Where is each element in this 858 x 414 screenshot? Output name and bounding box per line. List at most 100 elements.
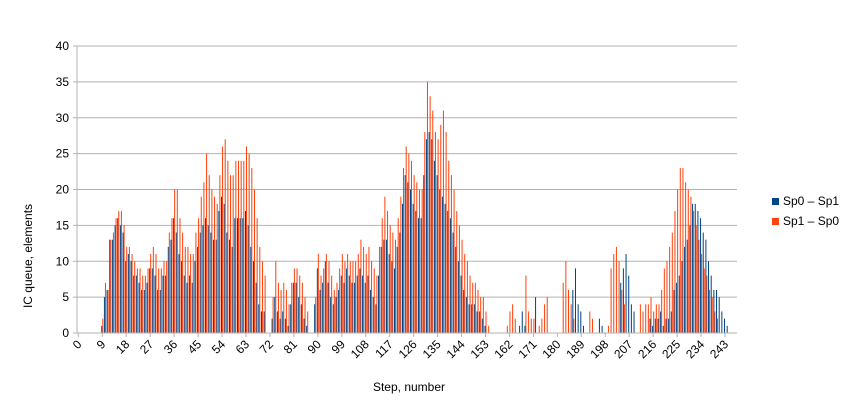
bar-series-1 bbox=[535, 297, 537, 333]
bar-series-1 bbox=[721, 311, 723, 333]
x-tick-label: 9 bbox=[94, 337, 109, 352]
x-tick-label: 45 bbox=[185, 337, 205, 357]
bar-series-2 bbox=[426, 81, 428, 333]
bar-series-2 bbox=[347, 254, 349, 333]
bar-series-1 bbox=[186, 282, 188, 333]
bar-series-1 bbox=[409, 189, 411, 333]
bar-series-2 bbox=[275, 261, 277, 333]
x-tick-label: 216 bbox=[635, 337, 659, 361]
bar-series-1 bbox=[175, 232, 177, 333]
bar-series-2 bbox=[365, 254, 367, 333]
bar-series-1 bbox=[295, 282, 297, 333]
bar-series-1 bbox=[364, 282, 366, 333]
x-tick-label: 81 bbox=[281, 337, 301, 357]
bar-series-1 bbox=[114, 225, 116, 333]
bar-series-2 bbox=[360, 239, 362, 333]
bar-series-2 bbox=[203, 182, 205, 333]
bar-series-1 bbox=[197, 246, 199, 333]
bar-series-2 bbox=[171, 218, 173, 333]
bar-series-1 bbox=[662, 325, 664, 333]
bar-series-1 bbox=[215, 239, 217, 333]
bar-series-2 bbox=[126, 246, 128, 333]
bar-series-2 bbox=[690, 196, 692, 333]
bar-series-1 bbox=[630, 304, 632, 333]
bar-series-2 bbox=[695, 225, 697, 333]
bar-series-1 bbox=[162, 275, 164, 333]
bar-series-2 bbox=[230, 175, 232, 333]
bar-series-1 bbox=[399, 232, 401, 333]
bar-series-2 bbox=[714, 311, 716, 333]
bar-series-2 bbox=[450, 175, 452, 333]
bar-series-2 bbox=[506, 325, 508, 333]
bar-series-2 bbox=[248, 153, 250, 333]
bar-series-1 bbox=[625, 254, 627, 333]
bar-series-2 bbox=[661, 289, 663, 333]
bar-series-1 bbox=[202, 225, 204, 333]
x-tick-label: 135 bbox=[420, 337, 444, 361]
y-tick-label: 0 bbox=[62, 326, 69, 340]
x-tick-label: 234 bbox=[683, 337, 707, 361]
x-tick-label: 108 bbox=[348, 337, 372, 361]
bar-series-1 bbox=[428, 132, 430, 333]
bar-series-2 bbox=[410, 160, 413, 333]
bar-series-1 bbox=[170, 239, 172, 333]
bar-series-2 bbox=[198, 218, 200, 333]
bar-series-2 bbox=[176, 189, 178, 333]
grid-lines bbox=[77, 45, 737, 298]
bar-series-1 bbox=[665, 318, 667, 333]
bar-series-2 bbox=[261, 261, 263, 333]
bar-series-1 bbox=[449, 218, 451, 333]
bar-series-2 bbox=[251, 167, 253, 333]
bar-series-2 bbox=[698, 239, 700, 333]
bar-series-1 bbox=[263, 311, 265, 333]
bar-series-1 bbox=[324, 261, 326, 333]
bar-series-1 bbox=[189, 275, 191, 333]
bar-series-1 bbox=[356, 275, 358, 333]
bar-series-2 bbox=[131, 254, 133, 333]
bar-series-2 bbox=[666, 261, 668, 333]
x-tick-label: 207 bbox=[611, 337, 635, 361]
bar-series-2 bbox=[639, 304, 641, 333]
bar-series-2 bbox=[387, 211, 389, 333]
bar-series-2 bbox=[413, 175, 415, 333]
bar-series-2 bbox=[283, 282, 285, 333]
bar-series-1 bbox=[119, 225, 121, 333]
bar-series-2 bbox=[480, 297, 482, 333]
bar-series-2 bbox=[416, 182, 418, 333]
legend-label-sp1-sp0: Sp1 – Sp0 bbox=[783, 214, 840, 228]
bar-series-1 bbox=[657, 318, 659, 333]
bar-series-1 bbox=[726, 325, 728, 333]
bar-series-1 bbox=[330, 297, 332, 333]
bar-series-2 bbox=[160, 268, 162, 333]
bar-series-2 bbox=[238, 160, 240, 333]
bar-series-1 bbox=[441, 196, 443, 333]
bar-series-1 bbox=[463, 289, 465, 333]
bar-series-2 bbox=[434, 132, 436, 333]
bar-series-1 bbox=[484, 325, 486, 333]
bar-series-2 bbox=[182, 232, 184, 333]
bar-series-2 bbox=[315, 297, 317, 333]
bar-series-1 bbox=[298, 297, 300, 333]
bar-series-2 bbox=[301, 282, 303, 333]
bar-series-1 bbox=[622, 268, 624, 333]
bar-series-1 bbox=[274, 297, 276, 333]
bar-series-1 bbox=[292, 282, 294, 333]
bar-series-2 bbox=[421, 189, 423, 333]
bar-series-1 bbox=[351, 282, 353, 333]
bar-series-2 bbox=[711, 297, 713, 333]
bar-series-2 bbox=[693, 211, 695, 333]
bar-series-1 bbox=[471, 304, 473, 333]
bar-series-2 bbox=[102, 318, 104, 333]
y-tick-label: 10 bbox=[56, 254, 70, 268]
bar-series-1 bbox=[705, 239, 707, 333]
bar-series-1 bbox=[181, 261, 183, 333]
x-tick-label: 243 bbox=[707, 337, 731, 361]
bar-series-1 bbox=[157, 289, 159, 333]
bar-series-1 bbox=[223, 203, 225, 333]
x-tick-label: 63 bbox=[233, 337, 253, 357]
bar-series-2 bbox=[323, 268, 325, 333]
bar-series-2 bbox=[118, 211, 120, 333]
bar-series-2 bbox=[541, 318, 543, 333]
bar-series-2 bbox=[325, 254, 327, 333]
bar-series-1 bbox=[412, 203, 414, 333]
